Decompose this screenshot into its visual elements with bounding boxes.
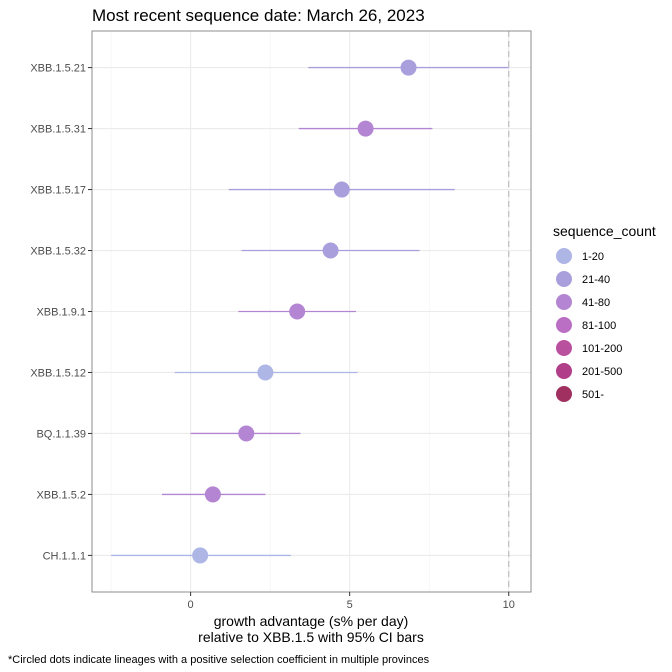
y-tick-label: XBB.1.5.31 [30, 124, 86, 136]
x-axis-title-line2: relative to XBB.1.5 with 95% CI bars [198, 629, 424, 645]
estimate-point [333, 181, 350, 198]
x-tick-label: 10 [503, 599, 515, 611]
y-tick-label: XBB.1.5.21 [30, 63, 86, 75]
legend: 1-20 21-40 41-80 81-100 101-200 201-500 501- [556, 248, 622, 402]
y-tick-label: XBB.1.9.1 [36, 307, 86, 319]
plot-area: XBB.1.5.21 XBB.1.5.31 XBB.1.5.17 XBB.1.5.32… [30, 30, 532, 611]
x-axis-title-line1: growth advantage (s% per day) [214, 613, 409, 629]
legend-label: 101-200 [582, 343, 622, 355]
estimate-point [238, 425, 255, 442]
y-tick-label: XBB.1.5.12 [30, 367, 86, 379]
legend-label: 501- [582, 389, 604, 401]
legend-title: sequence_count [553, 223, 656, 239]
legend-label: 41-80 [582, 297, 610, 309]
legend-label: 21-40 [582, 274, 610, 286]
y-tick-label: BQ.1.1.39 [36, 428, 86, 440]
y-tick-label: XBB.1.5.32 [30, 246, 86, 258]
x-tick-label: 0 [188, 599, 194, 611]
legend-label: 81-100 [582, 320, 616, 332]
estimate-point [289, 303, 306, 320]
legend-label: 1-20 [582, 251, 604, 263]
x-tick-label: 5 [347, 599, 353, 611]
y-tick-label: CH.1.1.1 [43, 550, 86, 562]
estimate-point [322, 242, 339, 259]
chart-title: Most recent sequence date: March 26, 202… [92, 6, 425, 25]
estimate-point [204, 486, 221, 503]
estimate-point [357, 120, 374, 137]
caption: *Circled dots indicate lineages with a p… [8, 654, 430, 666]
estimate-point [192, 547, 209, 564]
estimate-point [400, 59, 417, 76]
legend-label: 201-500 [582, 366, 622, 378]
y-tick-label: XBB.1.5.2 [36, 489, 86, 501]
estimate-point [257, 364, 274, 381]
y-tick-label: XBB.1.5.17 [30, 185, 86, 197]
